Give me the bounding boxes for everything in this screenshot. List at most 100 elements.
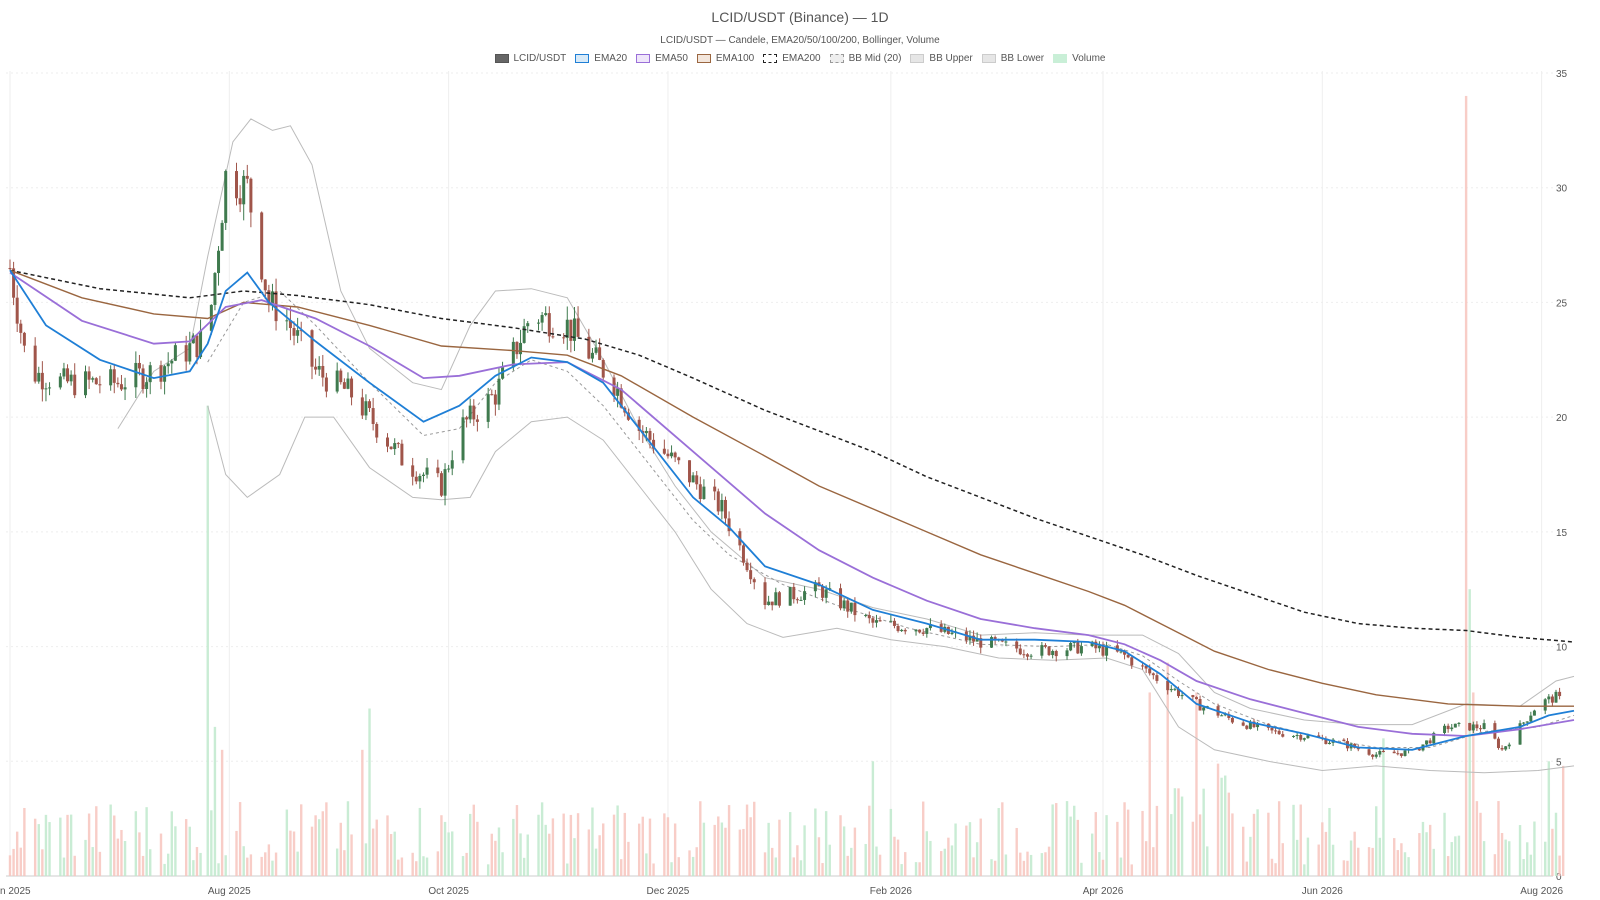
volume-bar bbox=[1421, 821, 1425, 876]
volume-bar bbox=[522, 857, 526, 876]
volume-bar bbox=[954, 823, 957, 876]
candle-body bbox=[44, 388, 48, 390]
volume-bar bbox=[1493, 854, 1497, 876]
volume-bar bbox=[451, 831, 454, 876]
volume-bar bbox=[1224, 775, 1227, 876]
volume-bar bbox=[990, 859, 993, 876]
legend-item[interactable]: EMA50 bbox=[636, 53, 688, 64]
volume-bar bbox=[469, 813, 472, 876]
volume-bar bbox=[1328, 807, 1331, 876]
volume-bar bbox=[1393, 838, 1396, 876]
volume-bar bbox=[1375, 806, 1378, 876]
volume-bar bbox=[997, 808, 1000, 876]
bb-lower-line bbox=[207, 405, 1575, 774]
volume-bar bbox=[339, 822, 342, 876]
candle-body bbox=[1554, 691, 1558, 703]
volume-bar bbox=[922, 801, 925, 876]
legend-item[interactable]: EMA200 bbox=[763, 53, 821, 64]
candle-body bbox=[292, 328, 296, 336]
legend-item[interactable]: EMA20 bbox=[575, 53, 627, 64]
candle-body bbox=[400, 443, 404, 466]
volume-bar bbox=[361, 749, 364, 876]
volume-bar bbox=[1173, 788, 1177, 876]
candle-body bbox=[145, 382, 149, 390]
volume-bar bbox=[1252, 813, 1256, 876]
legend-item[interactable]: EMA100 bbox=[696, 53, 754, 64]
volume-bar bbox=[264, 852, 267, 876]
legend-item[interactable]: Volume bbox=[1053, 53, 1105, 64]
volume-bar bbox=[778, 819, 781, 876]
candle-body bbox=[1381, 750, 1385, 752]
volume-bar bbox=[817, 837, 821, 876]
candle-body bbox=[1507, 744, 1511, 747]
volume-bar bbox=[1091, 833, 1094, 876]
legend-label: BB Lower bbox=[1000, 53, 1045, 64]
volume-bar bbox=[645, 853, 648, 876]
candle-body bbox=[1043, 645, 1047, 647]
candle-body bbox=[874, 620, 878, 623]
volume-bar bbox=[914, 862, 918, 876]
candle-body bbox=[928, 624, 932, 629]
candle-body bbox=[1076, 641, 1080, 654]
volume-bar bbox=[1342, 860, 1346, 876]
volume-bar bbox=[979, 818, 982, 876]
candle-body bbox=[853, 602, 857, 616]
volume-bar bbox=[745, 804, 749, 876]
candle-body bbox=[360, 397, 364, 416]
volume-bar bbox=[120, 829, 123, 876]
volume-bar bbox=[192, 860, 195, 876]
candle-body bbox=[968, 635, 972, 641]
candle-body bbox=[691, 475, 695, 483]
candle-body bbox=[191, 335, 195, 344]
candle-body bbox=[267, 290, 271, 305]
volume-bar bbox=[1418, 833, 1421, 876]
candle-body bbox=[58, 376, 62, 388]
volume-bar bbox=[688, 850, 691, 876]
candle-body bbox=[713, 486, 717, 492]
volume-bar bbox=[1400, 843, 1403, 876]
candle-body bbox=[188, 343, 192, 362]
candle-body bbox=[490, 394, 494, 396]
candle-body bbox=[537, 322, 541, 324]
volume-bar bbox=[1382, 738, 1385, 876]
volume-bar bbox=[551, 818, 555, 876]
volume-bar bbox=[544, 824, 547, 876]
volume-bar bbox=[1130, 864, 1133, 876]
candle-body bbox=[741, 545, 745, 563]
volume-bar bbox=[1500, 832, 1504, 876]
candle-body bbox=[1090, 641, 1094, 647]
candle-body bbox=[871, 618, 875, 623]
legend-label: EMA20 bbox=[594, 53, 628, 64]
candle-body bbox=[562, 337, 566, 339]
candle-body bbox=[299, 330, 303, 332]
volume-bar bbox=[1001, 802, 1004, 876]
candle-body bbox=[468, 405, 472, 420]
volume-bar bbox=[1479, 812, 1482, 876]
volume-bar bbox=[591, 807, 594, 876]
candle-body bbox=[1101, 645, 1105, 656]
legend-swatch bbox=[1053, 54, 1068, 63]
candle-body bbox=[1295, 735, 1299, 737]
candle-body bbox=[1471, 724, 1475, 731]
legend-item[interactable]: LCID/USDT bbox=[494, 53, 566, 64]
legend-item[interactable]: BB Mid (20) bbox=[829, 53, 901, 64]
volume-bar bbox=[62, 857, 66, 876]
y-tick-label: 30 bbox=[1556, 184, 1568, 195]
volume-bar bbox=[465, 852, 468, 876]
volume-bar bbox=[753, 801, 756, 876]
legend: LCID/USDT EMA20 EMA50 EMA100 EMA200 BB Mid (2… bbox=[0, 53, 1600, 64]
legend-item[interactable]: BB Upper bbox=[910, 53, 973, 64]
candle-body bbox=[1342, 739, 1346, 742]
candle-body bbox=[1025, 654, 1029, 657]
candle-body bbox=[1302, 738, 1306, 740]
candle-body bbox=[900, 629, 904, 632]
volume-bar bbox=[1468, 589, 1471, 876]
ema20-line bbox=[9, 269, 1575, 751]
candle-body bbox=[824, 589, 828, 598]
volume-bar bbox=[641, 816, 644, 876]
volume-bar bbox=[436, 851, 440, 876]
volume-bar bbox=[1119, 857, 1123, 876]
legend-item[interactable]: BB Lower bbox=[981, 53, 1045, 64]
candle-body bbox=[1220, 715, 1224, 717]
